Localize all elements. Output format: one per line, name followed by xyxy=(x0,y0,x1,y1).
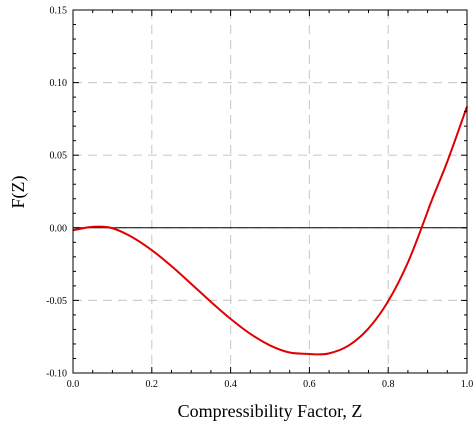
x-tick-label: 0.2 xyxy=(146,379,159,390)
y-tick-label: -0.10 xyxy=(46,369,67,380)
x-tick-label: 0.4 xyxy=(224,379,237,390)
x-tick-label: 0.6 xyxy=(303,379,316,390)
x-tick-label: 1.0 xyxy=(461,379,474,390)
series-line xyxy=(72,106,468,356)
y-tick-label: 0.05 xyxy=(50,151,68,162)
tick-labels: 0.0 0.2 0.4 0.6 0.8 1.0 -0.10 -0.05 0.00 0.05 0.10… xyxy=(46,6,473,391)
y-tick-label: -0.05 xyxy=(46,296,67,307)
x-tick-label: 0.0 xyxy=(67,379,80,390)
y-tick-label: 0.00 xyxy=(50,223,68,234)
y-tick-label: 0.10 xyxy=(50,78,68,89)
plot-background xyxy=(73,10,467,373)
y-tick-label: 0.15 xyxy=(50,6,68,17)
x-axis-title: Compressibility Factor, Z xyxy=(178,401,363,421)
y-axis-title: F(Z) xyxy=(8,176,29,209)
x-tick-label: 0.8 xyxy=(382,379,395,390)
plot-frame xyxy=(72,9,468,374)
